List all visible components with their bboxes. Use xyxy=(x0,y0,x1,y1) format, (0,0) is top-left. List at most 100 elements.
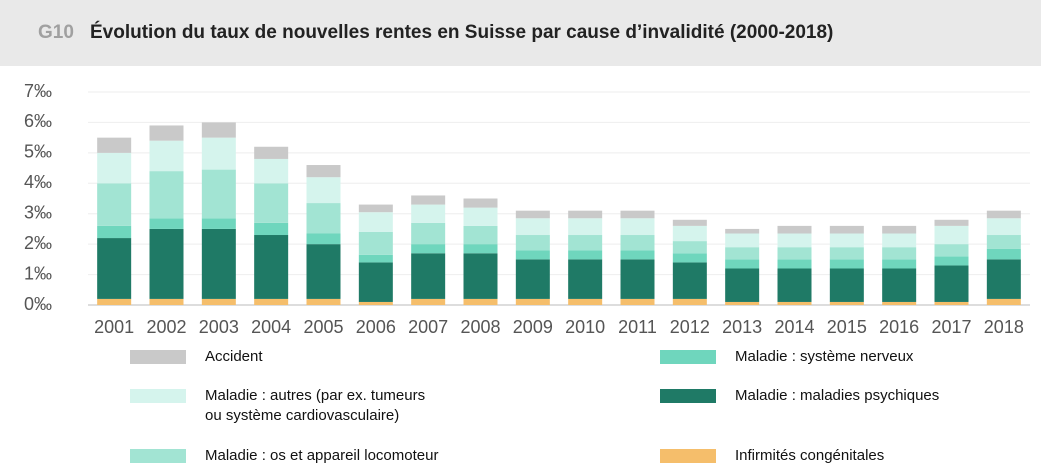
bar-segment xyxy=(882,233,917,248)
bar-segment xyxy=(829,225,864,234)
bar-segment xyxy=(411,204,446,223)
x-tick-label: 2012 xyxy=(670,317,710,337)
bar-segment xyxy=(463,244,498,254)
chart-number: G10 xyxy=(38,22,74,43)
bar-segment xyxy=(515,218,550,236)
bar-segment xyxy=(777,233,812,248)
bar-segment xyxy=(201,122,236,138)
bar-segment xyxy=(882,301,917,305)
bar-segment xyxy=(568,298,603,305)
bar-segment xyxy=(306,244,341,299)
bar-segment xyxy=(568,218,603,236)
legend-swatch xyxy=(130,449,186,463)
y-tick-label: 2‰ xyxy=(24,233,52,253)
bar-segment xyxy=(672,225,707,242)
bar-segment xyxy=(934,265,969,302)
bar-segment xyxy=(411,253,446,299)
y-tick-label: 0‰ xyxy=(24,294,52,314)
bar-segment xyxy=(672,253,707,263)
bar-segment xyxy=(777,225,812,234)
x-tick-label: 2004 xyxy=(251,317,291,337)
bar-segment xyxy=(986,218,1021,236)
bar-segment xyxy=(829,301,864,305)
bar-segment xyxy=(201,228,236,299)
bar-segment xyxy=(515,250,550,260)
bar-segment xyxy=(201,218,236,229)
bar-segment xyxy=(411,298,446,305)
bar-segment xyxy=(358,254,393,263)
header xyxy=(0,0,1041,66)
legend-swatch xyxy=(660,389,716,403)
bar-segment xyxy=(620,259,655,299)
bar-segment xyxy=(306,177,341,204)
bar-segment xyxy=(201,298,236,305)
bar-segment xyxy=(725,247,760,260)
bar-segment xyxy=(463,198,498,208)
bar-segment xyxy=(568,235,603,251)
bar-segment xyxy=(254,158,289,184)
legend-label: Maladie : os et appareil locomoteur xyxy=(205,447,439,464)
bar-segment xyxy=(568,210,603,219)
bar-segment xyxy=(568,259,603,299)
bar-segment xyxy=(620,218,655,236)
bar-segment xyxy=(306,165,341,178)
bar-segment xyxy=(882,268,917,302)
bar-segment xyxy=(725,268,760,302)
x-tick-label: 2011 xyxy=(618,317,657,337)
legend-label: Maladie : système nerveux xyxy=(735,348,914,365)
y-tick-label: 1‰ xyxy=(24,263,52,283)
bar-segment xyxy=(515,259,550,299)
bar-segment xyxy=(306,203,341,234)
bar-segment xyxy=(254,183,289,223)
bar-segment xyxy=(201,169,236,219)
legend-label: Accident xyxy=(205,348,263,365)
bar-segment xyxy=(620,250,655,260)
y-tick-label: 4‰ xyxy=(24,172,52,192)
bar-segment xyxy=(725,228,760,234)
bar-segment xyxy=(986,259,1021,299)
bar-segment xyxy=(829,268,864,302)
legend-swatch xyxy=(130,389,186,403)
bar-segment xyxy=(620,298,655,305)
bar-segment xyxy=(463,253,498,299)
bar-segment xyxy=(149,218,184,229)
bar-segment xyxy=(411,222,446,245)
bar-segment xyxy=(306,298,341,305)
bar-segment xyxy=(149,228,184,299)
legend-swatch xyxy=(130,350,186,364)
bar-segment xyxy=(358,212,393,232)
y-tick-label: 7‰ xyxy=(24,81,52,101)
bar-segment xyxy=(777,247,812,260)
bar-segment xyxy=(97,225,132,239)
bar-segment xyxy=(882,247,917,260)
bar-segment xyxy=(149,171,184,219)
bar-segment xyxy=(934,219,969,226)
bar-segment xyxy=(515,210,550,219)
legend-label: Maladie : maladies psychiques xyxy=(735,387,940,404)
bar-segment xyxy=(254,235,289,299)
bar-segment xyxy=(620,235,655,251)
bar-segment xyxy=(411,195,446,205)
x-tick-label: 2008 xyxy=(460,317,500,337)
bar-segment xyxy=(97,238,132,299)
bar-segment xyxy=(882,259,917,269)
bar-segment xyxy=(829,233,864,248)
x-tick-label: 2010 xyxy=(565,317,605,337)
bar-segment xyxy=(986,248,1021,260)
bar-segment xyxy=(882,225,917,234)
bar-segment xyxy=(986,210,1021,219)
bar-segment xyxy=(620,210,655,219)
legend-swatch xyxy=(660,350,716,364)
bar-segment xyxy=(515,298,550,305)
bar-segment xyxy=(149,125,184,141)
bar-segment xyxy=(358,231,393,255)
bar-segment xyxy=(254,298,289,305)
x-tick-label: 2015 xyxy=(827,317,867,337)
bar-segment xyxy=(777,259,812,269)
bar-segment xyxy=(411,244,446,254)
bar-segment xyxy=(97,298,132,305)
bar-segment xyxy=(306,233,341,245)
bar-segment xyxy=(934,244,969,257)
